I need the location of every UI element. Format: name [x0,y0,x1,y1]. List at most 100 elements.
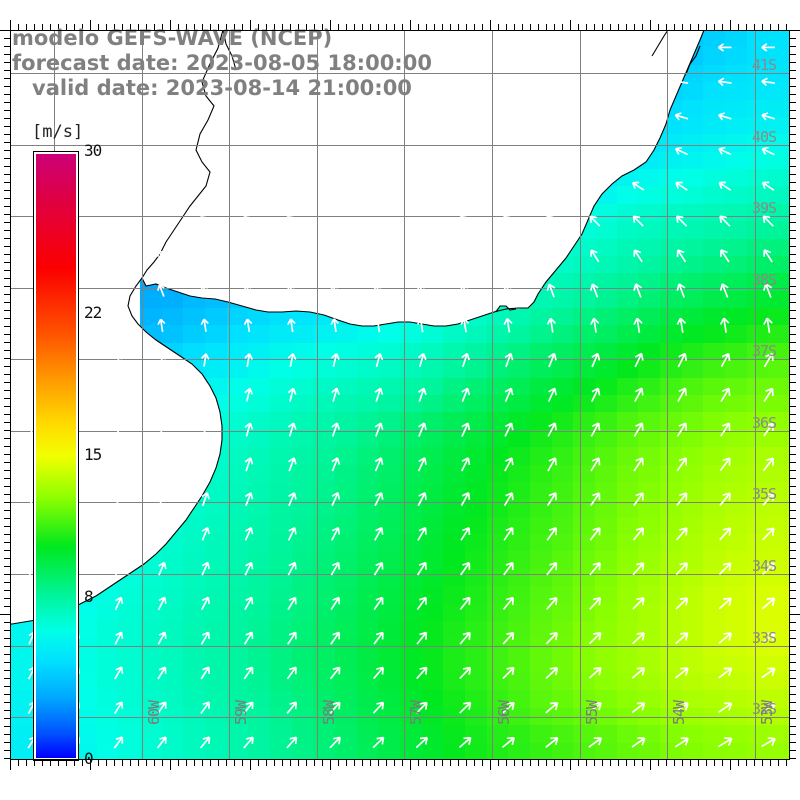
axis-tick [330,760,331,770]
axis-tick [154,760,155,766]
longitude-label: 57W [407,700,426,725]
heatmap-cell [616,290,639,309]
heatmap-cell [313,481,336,500]
axis-tick [314,760,315,766]
bottom-axis-ticks [10,760,790,770]
axis-tick [4,110,10,111]
axis-tick [4,198,10,199]
heatmap-cell [313,325,336,344]
axis-tick [690,760,691,766]
heatmap-cell [725,447,748,466]
heatmap-cell [746,360,769,379]
heatmap-cell [226,342,249,361]
axis-tick [4,430,10,431]
axis-tick [790,414,796,415]
axis-tick [130,760,131,766]
heatmap-cell [421,342,444,361]
heatmap-cell [681,99,704,118]
heatmap-cell [551,499,574,518]
axis-tick [4,422,10,423]
heatmap-cell [313,429,336,448]
heatmap-cell [703,47,726,66]
axis-tick [4,54,10,55]
axis-tick [4,526,10,527]
heatmap-cell [595,395,618,413]
title-forecast-line: forecast date: 2023-08-05 18:00:00 [12,51,432,75]
axis-tick [490,20,491,30]
heatmap-cell [746,151,769,170]
axis-tick [790,726,796,727]
axis-tick [790,758,796,759]
axis-tick [790,358,796,359]
heatmap-cell [681,255,704,274]
heatmap-cell [270,464,293,483]
axis-tick [790,302,796,303]
axis-tick [790,750,796,751]
heatmap-cell [573,325,596,344]
axis-tick [466,24,467,30]
heatmap-cell [616,429,639,448]
heatmap-cell [335,342,358,361]
heatmap-cell [205,516,228,535]
axis-tick [666,24,667,30]
heatmap-cell [725,30,748,48]
heatmap-cell [530,395,553,413]
heatmap-cell [725,325,748,344]
axis-tick [754,760,755,766]
axis-tick [4,470,10,471]
axis-tick [306,760,307,766]
heatmap-cell [443,481,466,500]
heatmap-cell [205,308,228,327]
heatmap-cell [725,82,748,101]
axis-tick [4,502,10,503]
axis-tick [790,718,796,719]
axis-tick [514,24,515,30]
axis-tick [4,318,10,319]
axis-tick [790,598,796,599]
heatmap-cell [616,360,639,379]
heatmap-cell [638,481,661,500]
heatmap-cell [248,481,271,500]
colorbar-gradient [33,151,79,761]
axis-tick [4,590,10,591]
axis-tick [4,534,10,535]
heatmap-cell [551,325,574,344]
heatmap-cell [681,447,704,466]
axis-tick [790,630,796,631]
heatmap-cell [551,412,574,431]
axis-tick [762,24,763,30]
heatmap-cell [638,342,661,361]
heatmap-cell [335,325,358,344]
heatmap-cell [768,99,790,118]
heatmap-cell [746,395,769,413]
heatmap-cell [248,412,271,431]
axis-tick [666,760,667,766]
axis-tick [722,760,723,766]
latitude-label: 36S [752,413,777,432]
axis-tick [522,760,523,766]
heatmap-cell [378,412,401,431]
heatmap-cell [205,534,228,553]
axis-tick [738,24,739,30]
axis-tick [386,760,387,766]
heatmap-cell [421,395,444,413]
axis-tick [790,62,796,63]
heatmap-cell [768,325,790,344]
axis-tick [4,518,10,519]
axis-tick [4,246,10,247]
heatmap-cell [226,360,249,379]
axis-tick [146,760,147,766]
axis-tick [790,646,796,647]
axis-tick [258,760,259,766]
heatmap-cell [551,377,574,396]
heatmap-cell [356,325,379,344]
axis-tick [538,760,539,766]
heatmap-cell [638,203,661,222]
heatmap-cell [465,360,488,379]
heatmap-cell [725,221,748,240]
axis-tick [4,758,10,759]
axis-tick [790,230,796,231]
axis-tick [790,102,796,103]
heatmap-cell [161,325,184,344]
heatmap-cell [335,360,358,379]
